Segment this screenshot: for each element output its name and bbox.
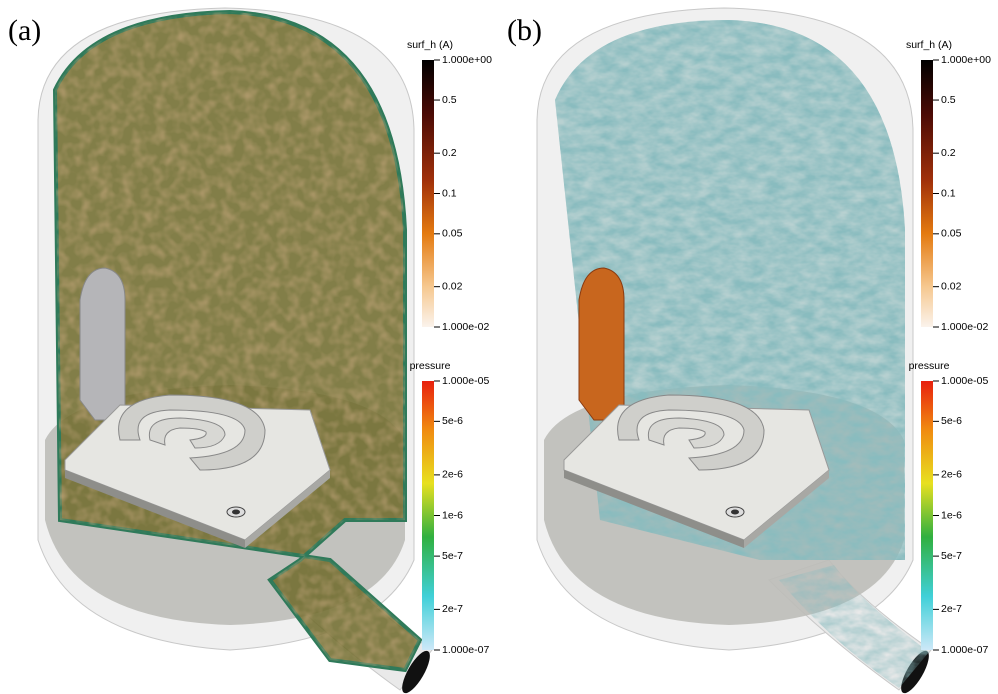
colorbar-tick-label: 2e-7 bbox=[941, 603, 962, 615]
colorbar-tick-label: 0.02 bbox=[442, 280, 463, 292]
colorbar-tick-label: 1.000e-05 bbox=[941, 375, 988, 387]
colorbar-tick-label: 0.5 bbox=[941, 94, 956, 106]
panel-label: (b) bbox=[507, 14, 542, 47]
colorbar-tick-label: 1.000e+00 bbox=[941, 54, 991, 66]
colorbar bbox=[422, 60, 434, 327]
colorbar-title: surf_h (A) bbox=[906, 39, 952, 51]
colorbar-tick-label: 5e-6 bbox=[442, 415, 463, 427]
colorbar bbox=[921, 60, 933, 327]
baffle bbox=[579, 268, 624, 420]
colorbar-tick-label: 1.000e-02 bbox=[941, 321, 988, 333]
colorbar-tick-label: 0.2 bbox=[941, 147, 956, 159]
colorbar-tick-label: 1e-6 bbox=[941, 509, 962, 521]
colorbar-tick-label: 5e-7 bbox=[941, 550, 962, 562]
colorbar-tick-label: 0.05 bbox=[941, 228, 962, 240]
panel-label: (a) bbox=[8, 14, 41, 47]
render bbox=[38, 8, 435, 694]
colorbar-tick-label: 0.2 bbox=[442, 147, 457, 159]
colorbar-tick-label: 1.000e-05 bbox=[442, 375, 489, 387]
colorbar-tick-label: 5e-7 bbox=[442, 550, 463, 562]
colorbar-tick-label: 1.000e-07 bbox=[442, 644, 489, 656]
colorbar-tick-label: 0.02 bbox=[941, 280, 962, 292]
colorbar-tick-label: 1.000e-02 bbox=[442, 321, 489, 333]
figure: (a) surf_h (A) 1.000e+00 0.5 0.2 0.1 0.05 0.02 1… bbox=[0, 0, 998, 694]
colorbar-tick-label: 1e-6 bbox=[442, 509, 463, 521]
colorbar-tick-label: 5e-6 bbox=[941, 415, 962, 427]
colorbar-tick-label: 2e-6 bbox=[442, 469, 463, 481]
colorbar-title: pressure bbox=[410, 360, 451, 372]
render bbox=[537, 8, 934, 694]
colorbar-tick-label: 1.000e+00 bbox=[442, 54, 492, 66]
colorbar-tick-label: 2e-6 bbox=[941, 469, 962, 481]
baffle bbox=[80, 268, 125, 420]
colorbar-title: surf_h (A) bbox=[407, 39, 453, 51]
colorbar-tick-label: 0.05 bbox=[442, 228, 463, 240]
colorbar bbox=[921, 381, 933, 650]
port-hole bbox=[232, 510, 240, 515]
colorbar-tick-label: 0.1 bbox=[941, 187, 956, 199]
colorbar-title: pressure bbox=[909, 360, 950, 372]
colorbar-tick-label: 2e-7 bbox=[442, 603, 463, 615]
colorbar-tick-label: 0.1 bbox=[442, 187, 457, 199]
panel: (b) surf_h (A) 1.000e+00 0.5 0.2 0.1 0.05 0.02 1… bbox=[507, 8, 991, 694]
colorbar-tick-label: 0.5 bbox=[442, 94, 457, 106]
panel: (a) surf_h (A) 1.000e+00 0.5 0.2 0.1 0.05 0.02 1… bbox=[8, 8, 492, 694]
port-hole bbox=[731, 510, 739, 515]
colorbar-tick-label: 1.000e-07 bbox=[941, 644, 988, 656]
colorbar bbox=[422, 381, 434, 650]
